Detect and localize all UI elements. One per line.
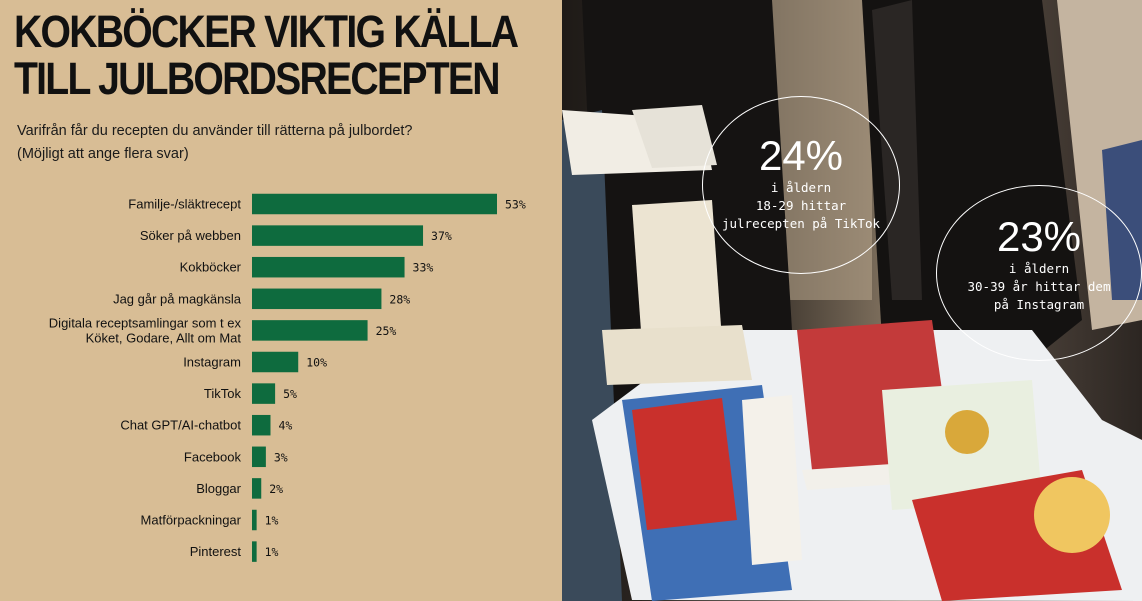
infographic-panel: KOKBÖCKER VIKTIG KÄLLA TILL JULBORDSRECE… — [0, 0, 562, 601]
category-label: Familje-/släktrecept — [128, 197, 241, 212]
category-label: Köket, Godare, Allt om Mat — [86, 330, 242, 345]
stat-instagram-line-1: i åldern — [1008, 261, 1070, 276]
bar — [252, 225, 424, 246]
stat-tiktok-line-3: julrecepten på TikTok — [721, 216, 881, 231]
question-line-1: Varifrån får du recepten du använder til… — [17, 123, 413, 139]
category-label: Bloggar — [196, 481, 241, 496]
stat-tiktok-value: 24% — [758, 132, 844, 179]
bar-value-label: 53% — [505, 198, 526, 212]
bar — [252, 478, 262, 499]
title-line-1: KOKBÖCKER VIKTIG KÄLLA — [14, 6, 519, 57]
bar-chart: 53% Familje-/släktrecept 37% Söker på webbe… — [49, 193, 526, 562]
bar-value-label: 2% — [269, 482, 283, 496]
bar-value-label: 28% — [389, 292, 410, 306]
category-label: Facebook — [184, 449, 242, 464]
bar-value-label: 10% — [306, 356, 327, 370]
stat-tiktok-line-2: 18-29 hittar — [755, 198, 847, 213]
bar — [252, 509, 257, 531]
stat-instagram-line-3: på Instagram — [993, 297, 1085, 312]
bar — [252, 383, 276, 404]
bar-value-label: 25% — [376, 324, 397, 338]
bar-value-label: 1% — [265, 545, 279, 559]
category-label: Kokböcker — [180, 260, 242, 275]
category-label: Instagram — [183, 355, 241, 370]
question-line-2: (Möjligt att ange flera svar) — [17, 146, 189, 162]
stat-instagram-value: 23% — [996, 213, 1082, 260]
bar-value-label: 5% — [283, 387, 297, 401]
stat-tiktok-line-1: i åldern — [770, 180, 832, 195]
infographic-title: KOKBÖCKER VIKTIG KÄLLA TILL JULBORDSRECE… — [14, 6, 519, 104]
bar — [252, 446, 266, 468]
bar-value-label: 33% — [413, 261, 434, 275]
category-label: Jag går på magkänsla — [113, 291, 242, 306]
category-label: Pinterest — [190, 544, 242, 559]
category-label: TikTok — [204, 386, 242, 401]
category-label: Digitala receptsamlingar som t ex — [49, 315, 242, 330]
bar-value-label: 37% — [431, 229, 452, 243]
stat-instagram-line-2: 30-39 år hittar dem — [967, 279, 1111, 294]
bar — [252, 414, 271, 436]
stat-circle-tiktok: 24% i åldern 18-29 hittar julrecepten på… — [702, 96, 900, 274]
stat-circle-instagram: 23% i åldern 30-39 år hittar dem på Inst… — [936, 185, 1142, 361]
bar — [252, 256, 405, 278]
category-label: Söker på webben — [140, 228, 241, 243]
survey-question: Varifrån får du recepten du använder til… — [17, 120, 413, 166]
bar — [252, 193, 497, 215]
title-line-2: TILL JULBORDSRECEPTEN — [14, 53, 501, 104]
bar — [252, 320, 368, 341]
bar-value-label: 3% — [274, 450, 288, 464]
category-label: Matförpackningar — [141, 513, 242, 528]
bar — [252, 541, 257, 562]
category-label: Chat GPT/AI-chatbot — [120, 418, 241, 433]
bar — [252, 351, 299, 373]
bar — [252, 288, 382, 310]
bar-value-label: 1% — [265, 514, 279, 528]
bar-value-label: 4% — [278, 419, 292, 433]
